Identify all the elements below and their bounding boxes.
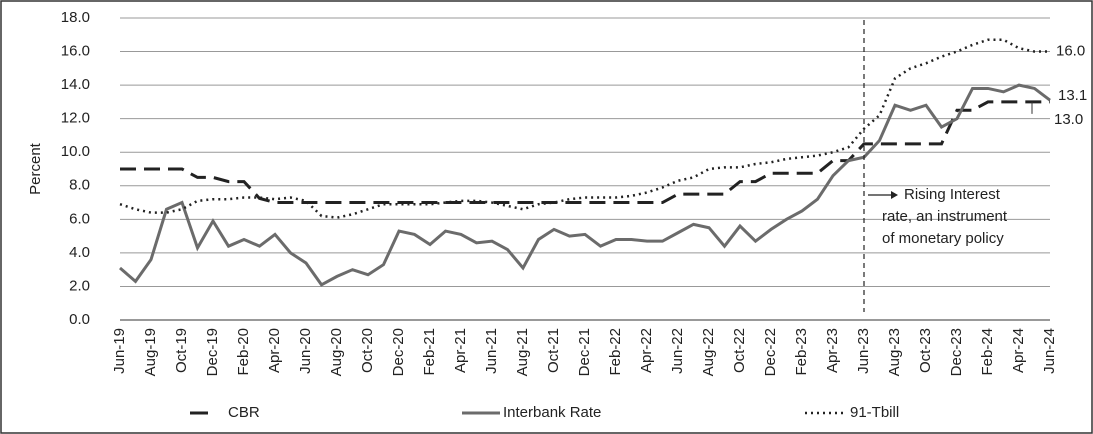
x-tick-label: Feb-23 — [793, 328, 810, 376]
x-tick-label: Dec-19 — [204, 328, 221, 376]
annotation-text: Rising Interest — [904, 186, 1001, 203]
series-line — [119, 38, 1050, 219]
x-tick-label: Jun-24 — [1041, 328, 1058, 374]
legend-label: Interbank Rate — [503, 404, 601, 421]
x-tick-label: Oct-20 — [359, 328, 376, 373]
end-label: 13.0 — [1054, 111, 1083, 128]
legend-label: 91-Tbill — [850, 404, 899, 421]
x-tick-label: Aug-22 — [700, 328, 717, 376]
x-tick-label: Aug-23 — [886, 328, 903, 376]
x-tick-label: Jun-21 — [483, 328, 500, 374]
x-tick-label: Aug-21 — [514, 328, 531, 376]
x-tick-label: Feb-21 — [421, 328, 438, 376]
x-tick-label: Aug-20 — [328, 328, 345, 376]
x-tick-label: Oct-23 — [917, 328, 934, 373]
x-tick-label: Apr-23 — [824, 328, 841, 373]
series-line — [119, 83, 1051, 287]
annotation-text: rate, an instrument — [882, 208, 1008, 225]
y-tick-label: 4.0 — [69, 244, 90, 261]
x-tick-label: Jun-22 — [669, 328, 686, 374]
end-label: 16.0 — [1056, 43, 1085, 60]
annotation-arrowhead — [891, 191, 898, 199]
x-tick-label: Dec-23 — [948, 328, 965, 376]
x-tick-label: Oct-22 — [731, 328, 748, 373]
y-tick-label: 6.0 — [69, 210, 90, 227]
x-tick-label: Jun-23 — [855, 328, 872, 374]
x-tick-label: Feb-20 — [235, 328, 252, 376]
y-axis-label: Percent — [27, 142, 44, 195]
series-line — [120, 100, 1050, 205]
y-tick-label: 12.0 — [61, 110, 90, 127]
y-tick-label: 2.0 — [69, 277, 90, 294]
y-tick-label: 16.0 — [61, 43, 90, 60]
y-tick-label: 8.0 — [69, 177, 90, 194]
x-tick-label: Apr-24 — [1010, 328, 1027, 373]
y-tick-label: 14.0 — [61, 76, 90, 93]
x-tick-label: Dec-22 — [762, 328, 779, 376]
x-tick-label: Oct-21 — [545, 328, 562, 373]
x-tick-label: Apr-22 — [638, 328, 655, 373]
x-tick-label: Apr-20 — [266, 328, 283, 373]
x-tick-label: Feb-22 — [607, 328, 624, 376]
x-tick-label: Oct-19 — [173, 328, 190, 373]
x-tick-label: Jun-19 — [111, 328, 128, 374]
x-tick-label: Dec-20 — [390, 328, 407, 376]
y-tick-label: 10.0 — [61, 143, 90, 160]
x-tick-label: Feb-24 — [979, 328, 996, 376]
legend-label: CBR — [228, 404, 260, 421]
x-tick-label: Dec-21 — [576, 328, 593, 376]
end-label: 13.1 — [1058, 87, 1087, 104]
y-tick-label: 0.0 — [69, 311, 90, 328]
annotation-text: of monetary policy — [882, 230, 1004, 247]
x-tick-label: Aug-19 — [142, 328, 159, 376]
x-tick-label: Jun-20 — [297, 328, 314, 374]
x-tick-label: Apr-21 — [452, 328, 469, 373]
y-tick-label: 18.0 — [61, 9, 90, 26]
